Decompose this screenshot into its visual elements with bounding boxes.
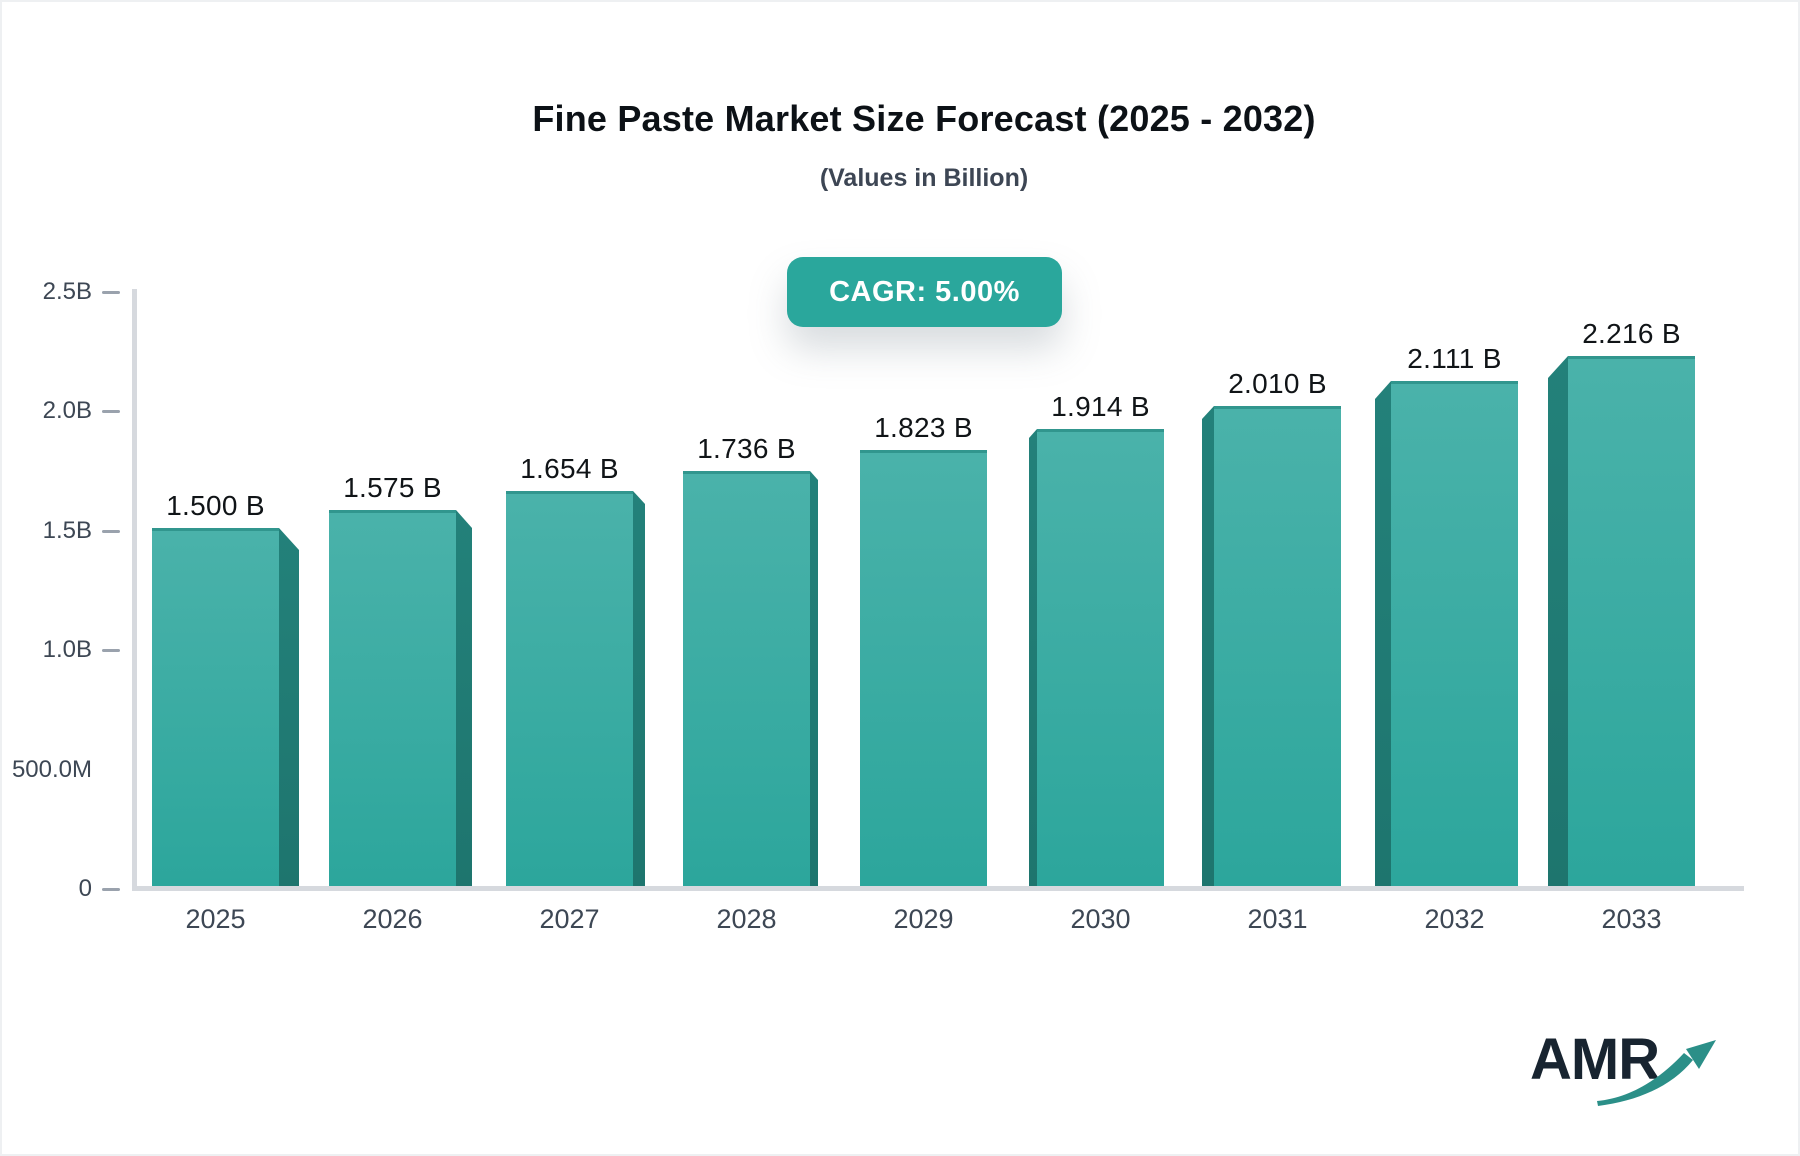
y-axis-label: 2.0B	[42, 397, 92, 424]
y-axis-tick	[102, 410, 120, 413]
x-axis-label-2025: 2025	[185, 904, 246, 934]
cagr-badge: CAGR: 5.00%	[787, 257, 1062, 327]
y-axis-line	[132, 289, 137, 891]
bar-side-3d	[810, 471, 818, 886]
amr-logo-text: AMR	[1530, 1027, 1660, 1092]
y-axis-tick	[102, 290, 120, 294]
bar-side-3d	[279, 528, 299, 886]
bar-2026[interactable]	[329, 510, 456, 886]
x-axis-label-2029: 2029	[893, 904, 954, 934]
bar-side-3d	[1548, 356, 1568, 886]
growth-arrow-icon	[1597, 1040, 1716, 1106]
bar-side-3d	[456, 510, 472, 886]
bar-2025[interactable]	[152, 528, 279, 886]
chart-title: Fine Paste Market Size Forecast (2025 - …	[532, 98, 1316, 139]
bar-2028[interactable]	[683, 471, 810, 886]
bar-value-label: 1.575 B	[343, 472, 442, 503]
x-axis-label-2032: 2032	[1424, 904, 1485, 934]
y-axis-label: 500.0M	[11, 755, 92, 783]
x-axis-line	[132, 886, 1744, 891]
x-axis-label-2033: 2033	[1601, 904, 1662, 934]
bar-side-3d	[1375, 381, 1391, 886]
bar-value-label: 1.654 B	[520, 453, 619, 484]
y-axis-tick	[102, 649, 120, 652]
y-axis-tick	[102, 888, 120, 891]
bar-value-label: 2.111 B	[1407, 343, 1502, 374]
bar-2029[interactable]	[860, 450, 987, 886]
x-axis-label-2030: 2030	[1070, 904, 1131, 934]
x-axis-label-2027: 2027	[539, 904, 600, 934]
amr-logo: AMR	[1530, 1030, 1730, 1120]
cagr-badge-label: CAGR: 5.00%	[829, 275, 1020, 308]
y-axis-label: 0	[78, 875, 92, 902]
y-axis-tick	[102, 529, 120, 533]
bar-2031[interactable]	[1214, 406, 1341, 886]
bar-value-label: 2.216 B	[1582, 318, 1681, 349]
bar-value-label: 1.736 B	[697, 433, 796, 464]
y-axis-label: 1.5B	[42, 516, 92, 544]
bar-2027[interactable]	[506, 491, 633, 886]
bar-2032[interactable]	[1391, 381, 1518, 886]
bar-value-label: 1.500 B	[166, 490, 265, 521]
bar-2030[interactable]	[1037, 429, 1164, 886]
x-axis-label-2031: 2031	[1247, 904, 1308, 934]
x-axis-label-2026: 2026	[362, 904, 423, 934]
bar-side-3d	[1202, 406, 1214, 886]
bar-side-3d	[1029, 429, 1037, 886]
y-axis-label: 1.0B	[42, 636, 92, 663]
bar-value-label: 2.010 B	[1228, 368, 1327, 399]
bar-value-label: 1.914 B	[1051, 391, 1150, 422]
chart-subtitle: (Values in Billion)	[819, 164, 1029, 192]
bar-value-label: 1.823 B	[874, 412, 973, 443]
x-axis-label-2028: 2028	[716, 904, 777, 934]
y-axis-label: 2.5B	[42, 277, 92, 305]
bar-side-3d	[633, 491, 645, 886]
bar-2033[interactable]	[1568, 356, 1695, 886]
